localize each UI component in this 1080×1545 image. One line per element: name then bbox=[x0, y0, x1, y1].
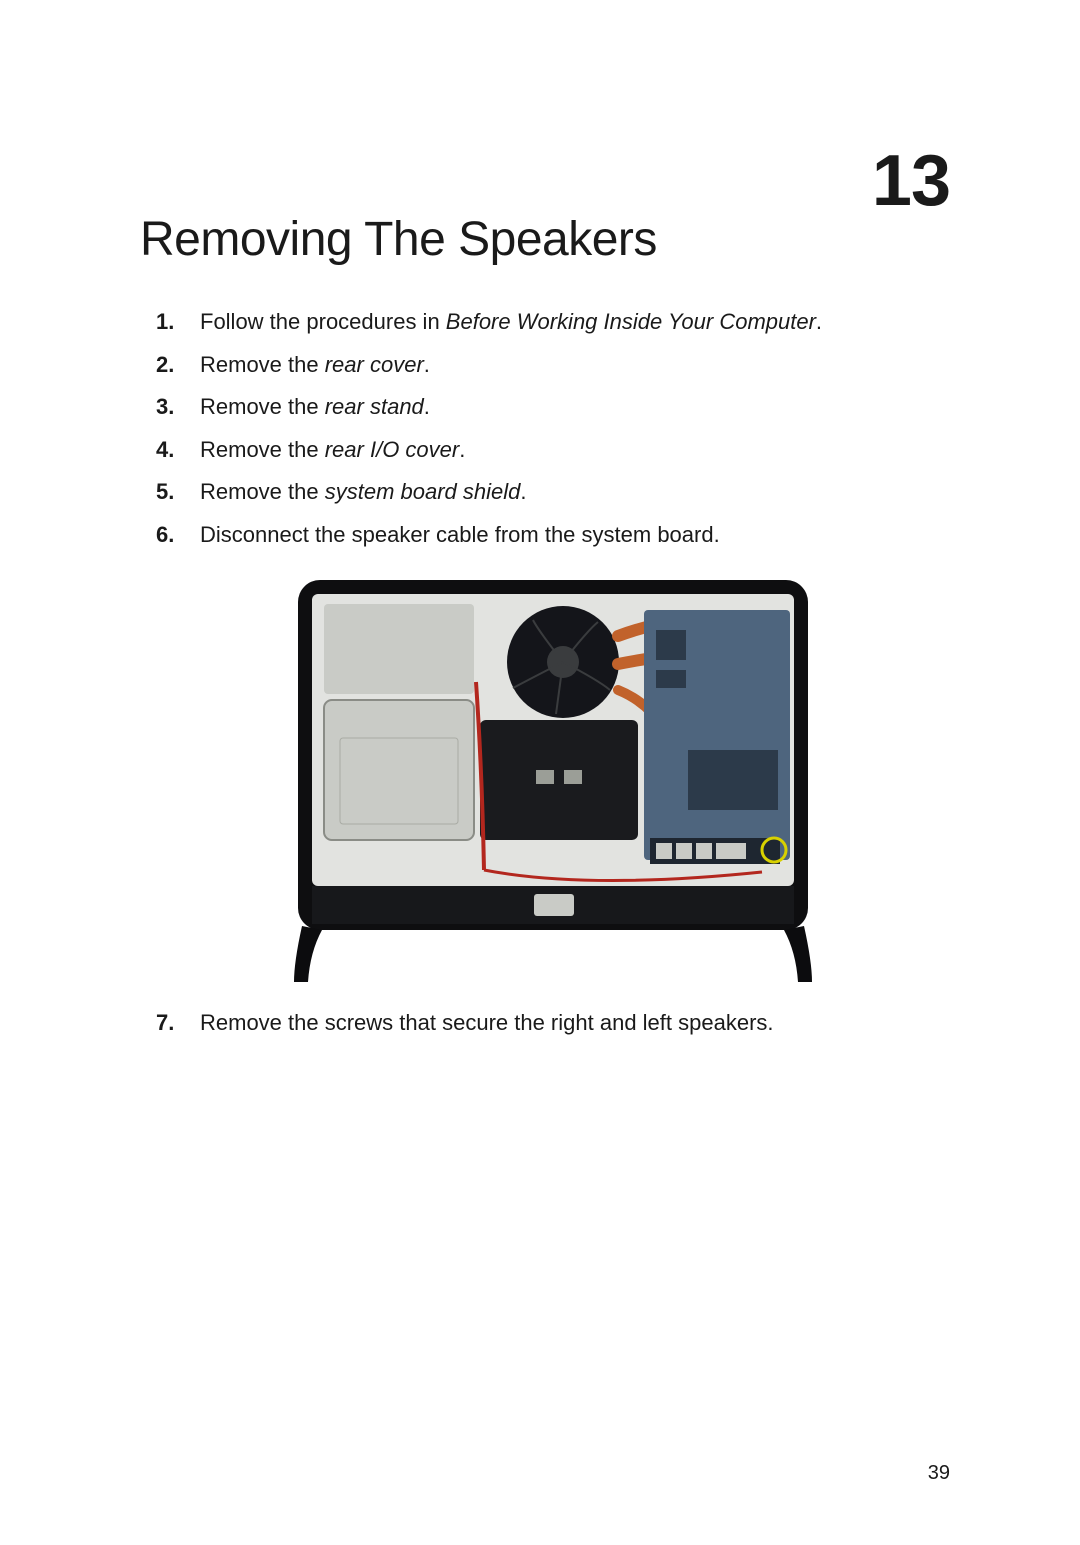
hdd-cage bbox=[324, 700, 474, 840]
step-text: Disconnect the speaker cable from the sy… bbox=[200, 522, 720, 547]
step-text: Remove the bbox=[200, 437, 325, 462]
tab-2 bbox=[564, 770, 582, 784]
io-connectors bbox=[650, 838, 780, 864]
chip-1 bbox=[688, 750, 778, 810]
step-7: Remove the screws that secure the right … bbox=[140, 1004, 950, 1043]
step-link[interactable]: system board shield bbox=[325, 479, 521, 504]
manual-page: 13 Removing The Speakers Follow the proc… bbox=[0, 0, 1080, 1545]
step-text: Remove the bbox=[200, 479, 325, 504]
step-link[interactable]: rear I/O cover bbox=[325, 437, 459, 462]
step-5: Remove the system board shield. bbox=[140, 473, 950, 512]
step-link[interactable]: rear stand bbox=[325, 394, 424, 419]
step-suffix: . bbox=[816, 309, 822, 334]
disassembly-figure bbox=[288, 570, 818, 990]
cpu-fan-icon bbox=[507, 606, 619, 718]
upper-left-plate bbox=[324, 604, 474, 694]
step-link[interactable]: Before Working Inside Your Computer bbox=[446, 309, 816, 334]
left-foot bbox=[294, 926, 322, 982]
motherboard-photo-icon bbox=[288, 570, 818, 990]
tab-1 bbox=[536, 770, 554, 784]
step-suffix: . bbox=[520, 479, 526, 504]
step-1: Follow the procedures in Before Working … bbox=[140, 303, 950, 342]
step-text: Remove the screws that secure the right … bbox=[200, 1010, 774, 1035]
step-text: Follow the procedures in bbox=[200, 309, 446, 334]
step-text: Remove the bbox=[200, 352, 325, 377]
step-link[interactable]: rear cover bbox=[325, 352, 424, 377]
procedure-list: Follow the procedures in Before Working … bbox=[140, 303, 950, 1043]
chip-2 bbox=[656, 630, 686, 660]
speaker-center-tab bbox=[534, 894, 574, 916]
chip-3 bbox=[656, 670, 686, 688]
step-2: Remove the rear cover. bbox=[140, 346, 950, 385]
step-suffix: . bbox=[424, 352, 430, 377]
page-title: Removing The Speakers bbox=[140, 212, 950, 267]
page-number: 39 bbox=[928, 1462, 950, 1485]
step-suffix: . bbox=[424, 394, 430, 419]
center-bracket bbox=[480, 720, 638, 840]
step-3: Remove the rear stand. bbox=[140, 388, 950, 427]
chapter-number: 13 bbox=[872, 140, 950, 222]
step-text: Remove the bbox=[200, 394, 325, 419]
step-6: Disconnect the speaker cable from the sy… bbox=[140, 516, 950, 991]
step-suffix: . bbox=[459, 437, 465, 462]
right-foot bbox=[784, 926, 812, 982]
step-4: Remove the rear I/O cover. bbox=[140, 431, 950, 470]
